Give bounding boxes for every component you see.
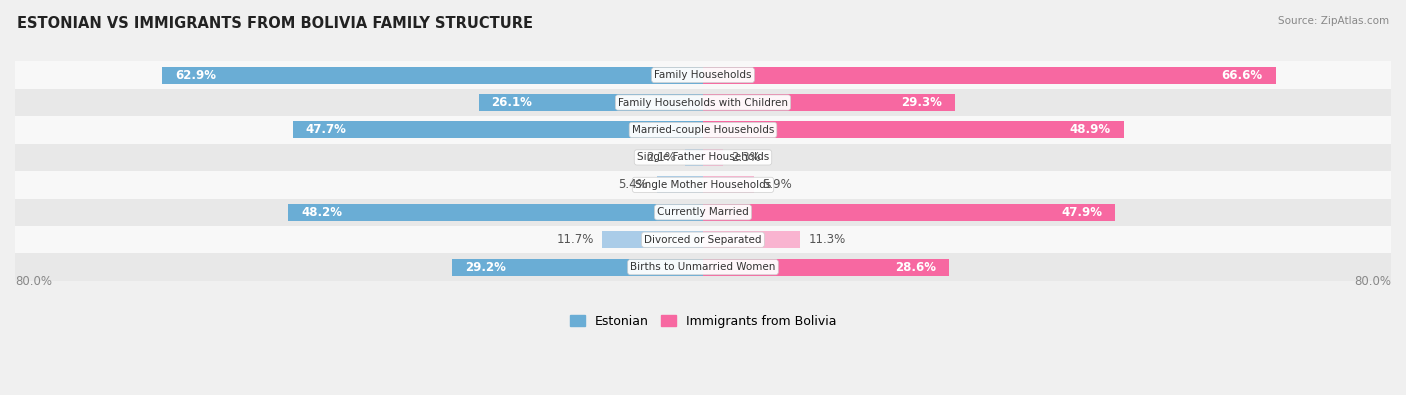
Bar bbox=[478, 94, 703, 111]
Bar bbox=[15, 171, 1391, 199]
Bar bbox=[602, 231, 703, 248]
Bar bbox=[15, 89, 1391, 116]
Text: 80.0%: 80.0% bbox=[1354, 275, 1391, 288]
Bar bbox=[685, 149, 703, 166]
Text: 47.9%: 47.9% bbox=[1062, 206, 1102, 219]
Bar bbox=[657, 176, 703, 193]
Text: ESTONIAN VS IMMIGRANTS FROM BOLIVIA FAMILY STRUCTURE: ESTONIAN VS IMMIGRANTS FROM BOLIVIA FAMI… bbox=[17, 16, 533, 31]
Text: 28.6%: 28.6% bbox=[896, 261, 936, 274]
Bar bbox=[703, 204, 1115, 221]
Text: Single Mother Households: Single Mother Households bbox=[636, 180, 770, 190]
Bar bbox=[162, 67, 703, 84]
Text: 29.2%: 29.2% bbox=[465, 261, 506, 274]
Text: 62.9%: 62.9% bbox=[174, 69, 217, 82]
Text: Source: ZipAtlas.com: Source: ZipAtlas.com bbox=[1278, 16, 1389, 26]
Bar bbox=[15, 61, 1391, 89]
Bar bbox=[703, 231, 800, 248]
Text: Family Households: Family Households bbox=[654, 70, 752, 80]
Bar bbox=[703, 149, 723, 166]
Bar bbox=[15, 116, 1391, 144]
Text: 11.3%: 11.3% bbox=[808, 233, 846, 246]
Bar bbox=[703, 176, 754, 193]
Bar bbox=[15, 199, 1391, 226]
Text: Divorced or Separated: Divorced or Separated bbox=[644, 235, 762, 245]
Bar bbox=[288, 204, 703, 221]
Text: 48.2%: 48.2% bbox=[301, 206, 343, 219]
Text: Currently Married: Currently Married bbox=[657, 207, 749, 217]
Text: 26.1%: 26.1% bbox=[492, 96, 533, 109]
Bar bbox=[15, 226, 1391, 254]
Text: 29.3%: 29.3% bbox=[901, 96, 942, 109]
Text: 2.1%: 2.1% bbox=[647, 151, 676, 164]
Text: 11.7%: 11.7% bbox=[557, 233, 593, 246]
Text: Single Father Households: Single Father Households bbox=[637, 152, 769, 162]
Text: Married-couple Households: Married-couple Households bbox=[631, 125, 775, 135]
Text: 80.0%: 80.0% bbox=[15, 275, 52, 288]
Bar bbox=[703, 67, 1275, 84]
Bar bbox=[451, 259, 703, 276]
Text: 47.7%: 47.7% bbox=[305, 124, 346, 136]
Text: 5.9%: 5.9% bbox=[762, 178, 792, 191]
Bar bbox=[15, 144, 1391, 171]
Text: 66.6%: 66.6% bbox=[1222, 69, 1263, 82]
Text: 48.9%: 48.9% bbox=[1070, 124, 1111, 136]
Bar bbox=[15, 254, 1391, 281]
Text: 5.4%: 5.4% bbox=[619, 178, 648, 191]
Legend: Estonian, Immigrants from Bolivia: Estonian, Immigrants from Bolivia bbox=[565, 310, 841, 333]
Text: Births to Unmarried Women: Births to Unmarried Women bbox=[630, 262, 776, 272]
Text: 2.3%: 2.3% bbox=[731, 151, 761, 164]
Bar bbox=[703, 121, 1123, 139]
Bar bbox=[703, 259, 949, 276]
Bar bbox=[292, 121, 703, 139]
Bar bbox=[703, 94, 955, 111]
Text: Family Households with Children: Family Households with Children bbox=[619, 98, 787, 107]
